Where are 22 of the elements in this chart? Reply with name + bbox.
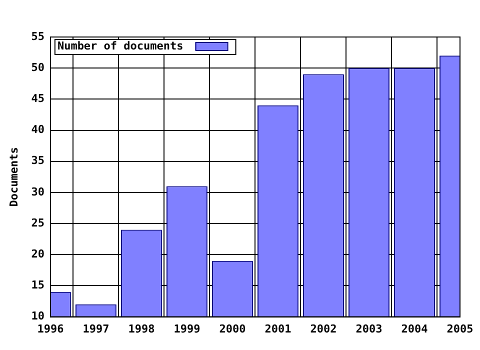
x-tick-label: 1997	[82, 322, 110, 336]
y-tick-label: 50	[31, 60, 44, 74]
y-tick-label: 25	[31, 216, 44, 230]
x-tick-label: 2001	[264, 322, 292, 336]
x-tick-label: 2002	[310, 322, 337, 336]
legend-label: Number of documents	[57, 39, 184, 52]
y-tick-label: 15	[31, 278, 44, 292]
y-axis-title: Documents	[7, 147, 20, 207]
y-tick-label: 45	[31, 92, 44, 106]
x-tick-label: 2000	[219, 322, 246, 336]
y-tick-label: 35	[31, 154, 44, 168]
x-tick-label: 1998	[128, 322, 155, 336]
y-tick-label: 10	[31, 310, 44, 323]
x-tick-label: 2005	[446, 322, 474, 336]
x-tick-label: 2004	[401, 322, 428, 336]
y-tick-label: 55	[31, 30, 44, 43]
y-tick-label: 40	[31, 123, 44, 136]
x-tick-label: 1996	[37, 322, 64, 336]
x-tick-label: 2003	[356, 322, 382, 336]
x-tick-label: 1999	[174, 322, 200, 336]
y-tick-label: 30	[31, 185, 44, 198]
y-tick-label: 20	[31, 247, 44, 260]
